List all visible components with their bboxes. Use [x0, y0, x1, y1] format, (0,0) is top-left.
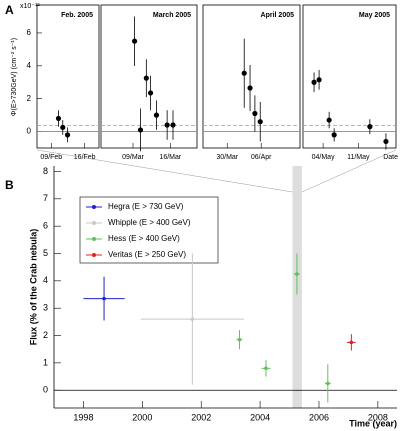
data-point	[164, 122, 170, 128]
sub-panel-title: April 2005	[261, 12, 295, 19]
legend-label: Whipple (E > 400 GeV)	[108, 218, 191, 227]
y-tick-label: 0	[43, 385, 48, 395]
sub-panel-frame	[302, 4, 397, 149]
legend-box	[79, 196, 219, 264]
x-tick-label: 2008	[368, 412, 388, 422]
data-point	[64, 132, 71, 138]
data-point	[383, 138, 389, 145]
sub-panel-frame	[36, 4, 100, 149]
y-axis-title: Φ(E>730GeV) (cm⁻² s⁻¹)	[11, 38, 18, 116]
data-point	[237, 337, 242, 342]
x-tick-label: 11/May	[347, 154, 370, 161]
data-point	[349, 340, 354, 345]
x-tick-label: 2004	[250, 412, 270, 422]
y-exponent: x10⁻¹²	[20, 3, 40, 10]
data-point	[367, 124, 373, 130]
x-tick-label: 2002	[191, 412, 211, 422]
data-point	[60, 124, 66, 131]
data-point	[143, 75, 149, 81]
data-point	[241, 70, 247, 76]
legend-marker	[92, 205, 96, 209]
legend-label: Hegra (E > 730 GeV)	[108, 202, 184, 211]
y-tick-label: 3	[43, 303, 48, 313]
data-point	[153, 112, 160, 118]
connector	[36, 149, 293, 193]
y-tick-label: 5	[43, 248, 48, 258]
x-tick-label: 09/Mar	[122, 154, 144, 161]
data-point	[148, 90, 154, 96]
data-point	[264, 366, 268, 371]
y-axis-title: Flux (% of the Crab nebula)	[28, 229, 38, 346]
x-tick-label: 09/Feb	[40, 154, 62, 161]
panel-label: A	[5, 3, 14, 17]
y-tick-label: 4	[27, 61, 32, 70]
x-tick-label: 30/Mar	[216, 154, 238, 161]
data-point	[247, 85, 253, 91]
data-point	[55, 115, 62, 122]
y-tick-label: 0	[27, 127, 32, 136]
legend-label: Hess (E > 400 GeV)	[108, 234, 180, 243]
data-point	[331, 132, 337, 138]
y-tick-label: 8	[43, 166, 48, 176]
y-tick-label: 4	[43, 275, 48, 285]
sub-panel-frame	[202, 4, 301, 149]
data-point	[326, 117, 332, 123]
data-point	[170, 122, 176, 128]
sub-panel-frame	[100, 4, 198, 149]
legend-marker	[92, 237, 96, 241]
y-tick-label: 6	[43, 221, 48, 231]
sub-panel-title: May 2005	[359, 12, 390, 19]
data-point	[137, 127, 144, 133]
x-tick-label: 2000	[132, 412, 152, 422]
panel-label: B	[5, 178, 14, 192]
data-point	[311, 79, 317, 85]
x-tick-label: 04/May	[312, 154, 335, 161]
data-point	[102, 296, 106, 301]
sub-panel-title: March 2005	[153, 12, 191, 19]
sub-panel-title: Feb. 2005	[61, 12, 93, 19]
x-tick-label: 2006	[309, 412, 329, 422]
data-point	[295, 272, 299, 276]
y-tick-label: 6	[27, 28, 32, 37]
data-point	[316, 77, 322, 83]
x-tick-label: 06/Apr	[251, 154, 272, 161]
y-tick-label: 1	[43, 357, 48, 367]
x-tick-label: 16/Mar	[159, 154, 181, 161]
y-tick-label: 7	[43, 193, 48, 203]
connector	[301, 149, 397, 193]
data-point	[326, 381, 330, 386]
legend-marker	[92, 253, 96, 257]
x-axis-title: Date	[383, 154, 398, 161]
y-tick-label: 2	[27, 94, 32, 103]
data-point	[132, 38, 138, 44]
x-tick-label: 16/Feb	[74, 154, 96, 161]
data-point	[190, 317, 195, 321]
y-tick-label: 2	[43, 330, 48, 340]
x-tick-label: 1998	[73, 412, 93, 422]
data-point	[252, 110, 258, 117]
data-point	[257, 119, 263, 125]
legend-marker	[92, 221, 96, 225]
legend-label: Veritas (E > 250 GeV)	[108, 250, 186, 259]
x-axis-title: Time (year)	[349, 418, 397, 428]
